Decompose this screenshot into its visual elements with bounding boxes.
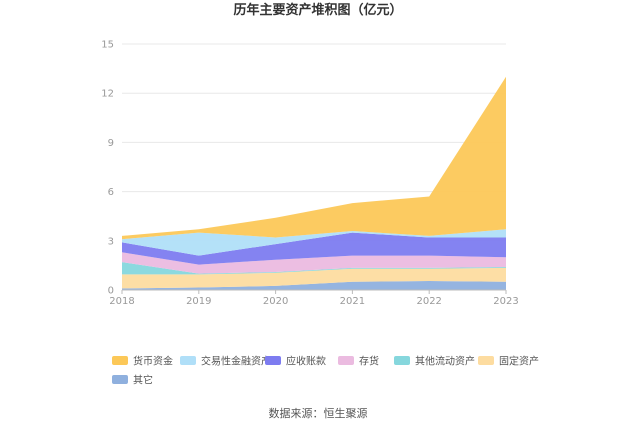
legend-item: 交易性金融资产 bbox=[180, 355, 271, 368]
y-tick-label: 0 bbox=[108, 286, 114, 297]
x-tick-label: 2018 bbox=[109, 296, 134, 307]
y-tick-label: 15 bbox=[101, 40, 114, 51]
legend-item: 其它 bbox=[112, 374, 153, 387]
legend-swatch bbox=[478, 356, 494, 365]
y-tick-label: 6 bbox=[108, 187, 114, 198]
x-tick-label: 2020 bbox=[263, 296, 288, 307]
legend-swatch bbox=[112, 356, 128, 365]
x-tick-label: 2023 bbox=[493, 296, 518, 307]
legend-label: 货币资金 bbox=[133, 355, 173, 368]
legend-swatch bbox=[394, 356, 410, 365]
legend-item: 固定资产 bbox=[478, 355, 539, 368]
legend-item: 应收账款 bbox=[265, 355, 326, 368]
area-series-2 bbox=[122, 262, 506, 275]
legend-swatch bbox=[112, 375, 128, 384]
chart-title: 历年主要资产堆积图（亿元） bbox=[233, 2, 402, 18]
area-series-1 bbox=[122, 267, 506, 289]
y-tick-label: 12 bbox=[101, 89, 114, 100]
legend-label: 交易性金融资产 bbox=[201, 355, 271, 368]
legend-swatch bbox=[338, 356, 354, 365]
legend-label: 存货 bbox=[359, 355, 379, 368]
area-series-5 bbox=[122, 229, 506, 256]
axis-layer: 0 3 6 9 12 15 2018 2019 2020 2021 2022 2023 bbox=[101, 40, 518, 308]
legend-label: 固定资产 bbox=[499, 355, 539, 368]
x-tick-label: 2019 bbox=[186, 296, 211, 307]
y-tick-label: 9 bbox=[108, 138, 114, 149]
area-series-3 bbox=[122, 252, 506, 274]
legend-label: 其它 bbox=[133, 374, 153, 387]
legend-swatch bbox=[180, 356, 196, 365]
area-series-0 bbox=[122, 281, 506, 290]
area-series-4 bbox=[122, 232, 506, 265]
area-layer bbox=[122, 76, 506, 290]
legend-item: 存货 bbox=[338, 355, 379, 368]
legend-item: 货币资金 bbox=[112, 355, 173, 368]
area-series-6 bbox=[122, 76, 506, 240]
y-tick-label: 3 bbox=[108, 236, 114, 247]
legend-item: 其他流动资产 bbox=[394, 355, 475, 368]
x-tick-label: 2021 bbox=[340, 296, 365, 307]
legend-swatch bbox=[265, 356, 281, 365]
legend-label: 其他流动资产 bbox=[415, 355, 475, 368]
data-source-note: 数据来源：恒生聚源 bbox=[269, 406, 368, 420]
x-tick-label: 2022 bbox=[416, 296, 441, 307]
legend-label: 应收账款 bbox=[286, 355, 326, 368]
